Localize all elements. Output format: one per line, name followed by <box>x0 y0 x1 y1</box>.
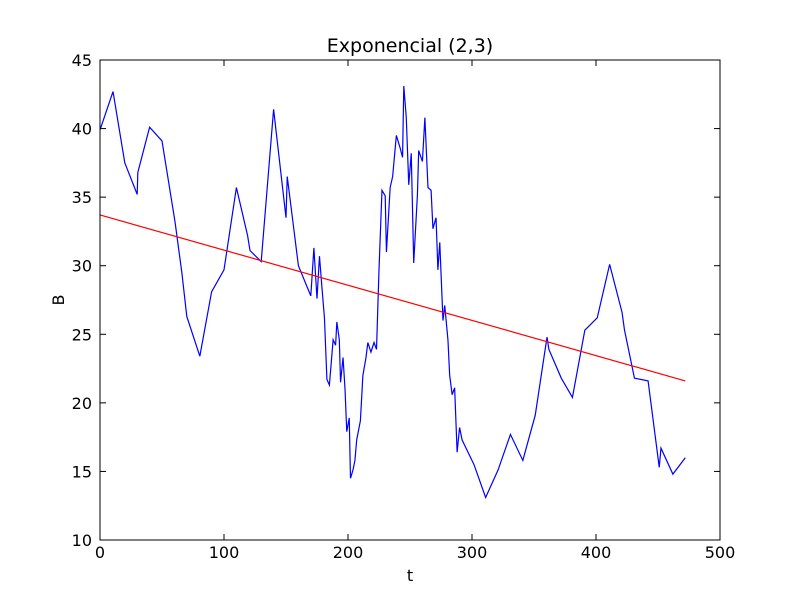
y-tick-label: 30 <box>72 257 92 276</box>
y-tick-label: 45 <box>72 51 92 70</box>
y-axis-label: B <box>49 295 68 306</box>
y-tick-label: 10 <box>72 531 92 550</box>
x-tick-label: 0 <box>95 543 105 562</box>
x-tick-label: 300 <box>457 543 488 562</box>
data-line <box>99 86 686 500</box>
y-tick-label: 15 <box>72 462 92 481</box>
plot-frame <box>99 59 721 541</box>
data-line <box>99 214 686 382</box>
x-tick-label: 500 <box>705 543 736 562</box>
x-tick-label: 200 <box>333 543 364 562</box>
chart-title: Exponencial (2,3) <box>327 35 493 57</box>
y-tick-label: 40 <box>72 120 92 139</box>
y-tick-label: 35 <box>72 188 92 207</box>
y-tick-label: 20 <box>72 394 92 413</box>
x-tick-label: 400 <box>581 543 612 562</box>
y-tick-label: 25 <box>72 325 92 344</box>
x-tick-label: 100 <box>209 543 240 562</box>
x-axis-label: t <box>407 566 413 585</box>
